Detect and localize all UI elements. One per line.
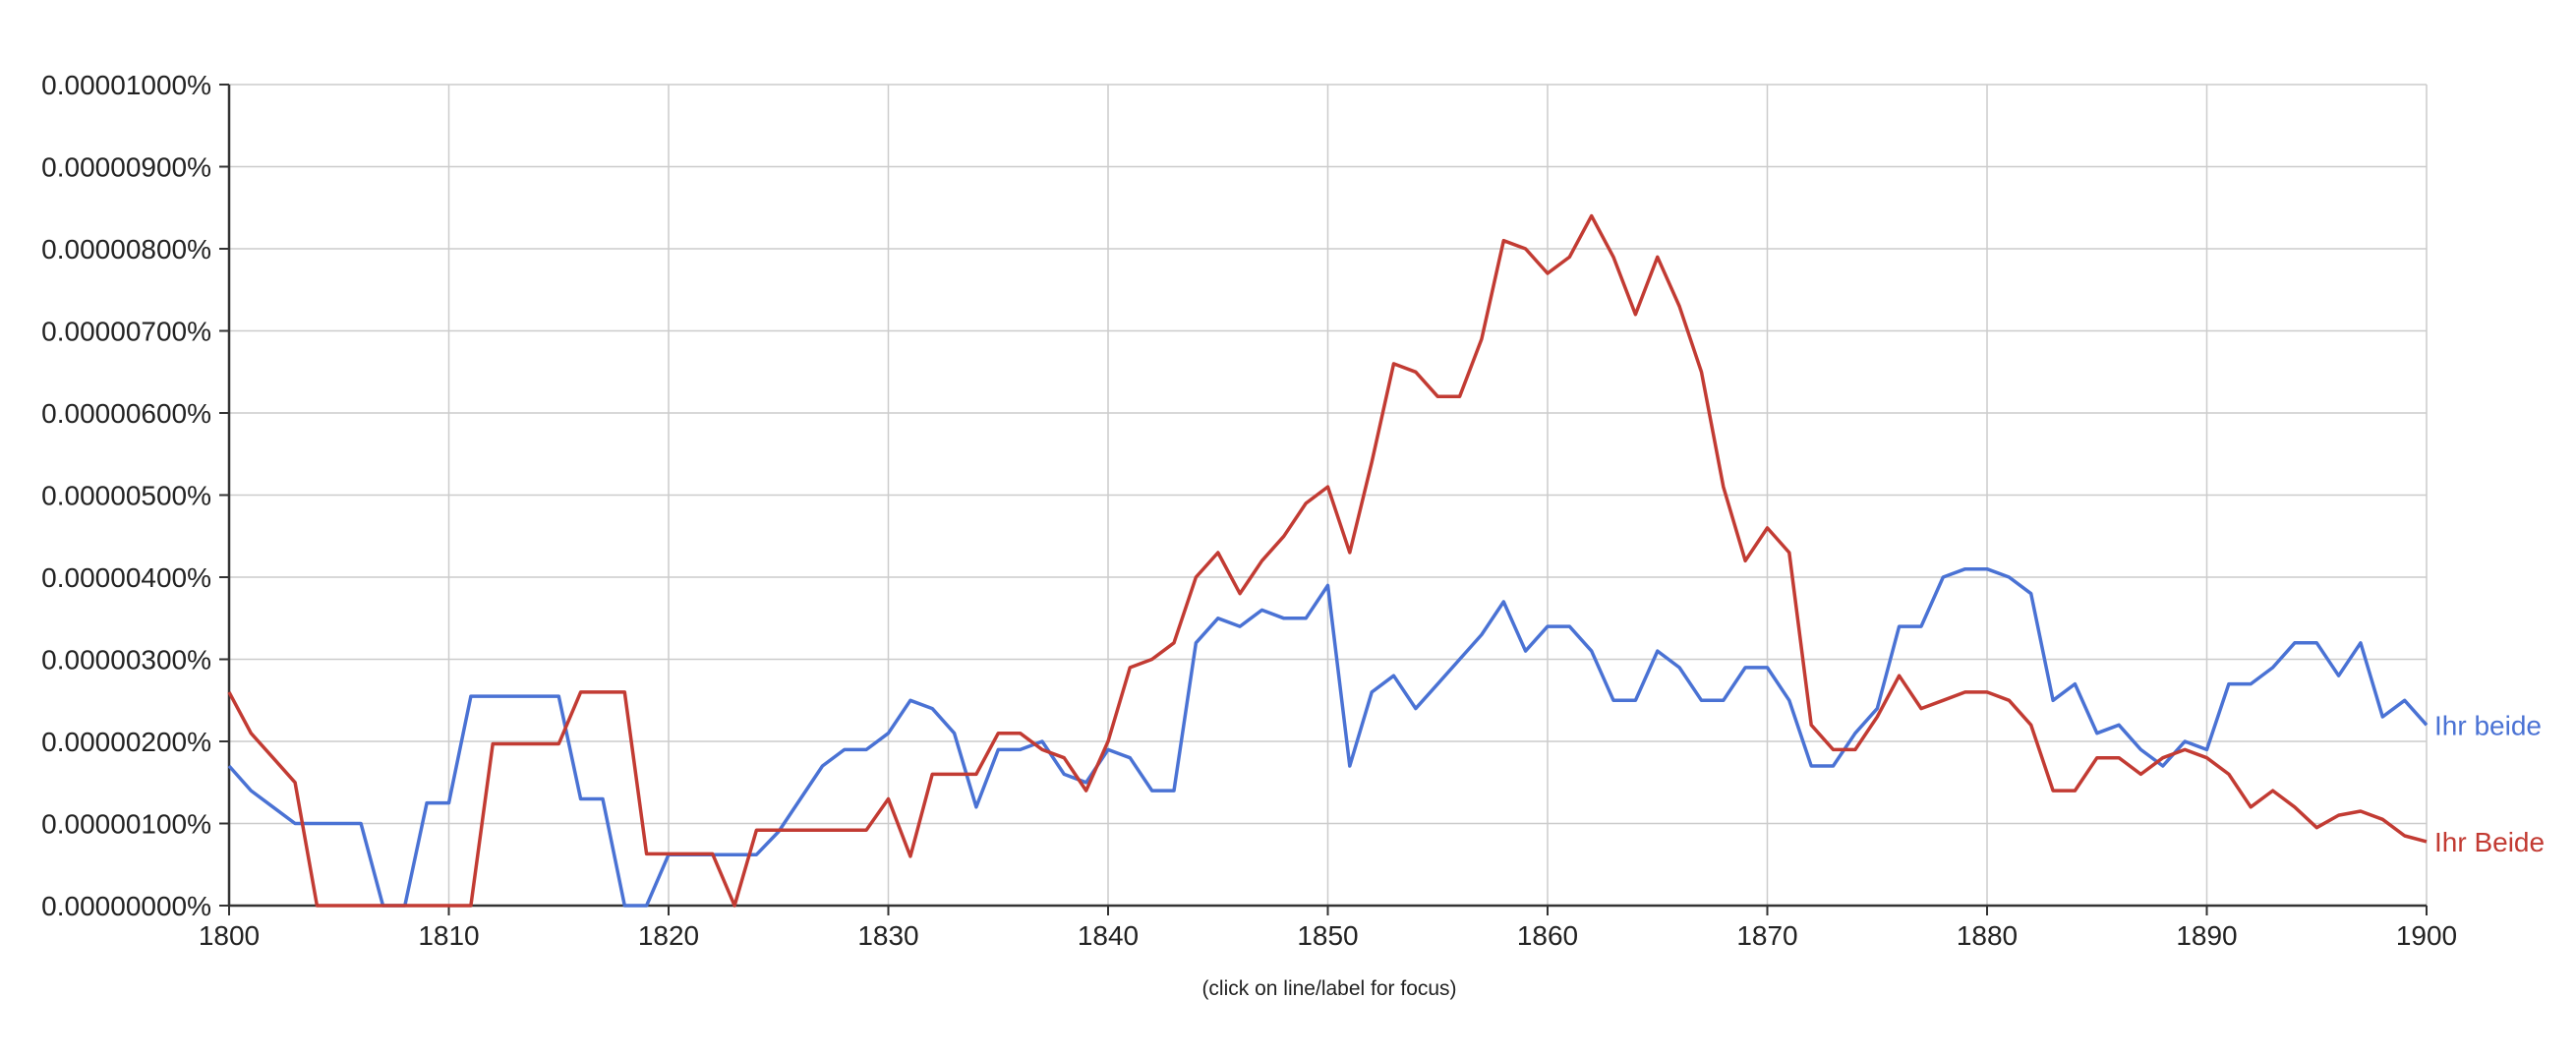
x-tick-label: 1900 [2396, 920, 2457, 951]
y-tick-label: 0.00000200% [41, 727, 211, 757]
x-tick-label: 1880 [1957, 920, 2018, 951]
legend-label-ihr-beide[interactable]: Ihr Beide [2434, 827, 2545, 857]
x-tick-label: 1840 [1078, 920, 1139, 951]
series-line-ihr-beide[interactable] [227, 566, 2429, 908]
series-line-ihr-beide[interactable] [227, 213, 2428, 908]
y-axis: 0.00000000% 0.00000100% 0.00000200% 0.00000… [41, 70, 231, 921]
x-tick-label: 1890 [2176, 920, 2237, 951]
legend-label-ihr-beide[interactable]: Ihr beide [2434, 710, 2542, 740]
focus-hint-note: (click on line/label for focus) [1201, 977, 1456, 1000]
y-tick-label: 0.00001000% [41, 70, 211, 100]
y-tick-label: 0.00000100% [41, 809, 211, 840]
x-tick-label: 1830 [857, 920, 918, 951]
y-tick-label: 0.00000700% [41, 317, 211, 347]
x-tick-label: 1860 [1517, 920, 1578, 951]
y-tick-label: 0.00000400% [41, 562, 211, 593]
x-tick-label: 1820 [638, 920, 699, 951]
y-tick-label: 0.00000600% [41, 398, 211, 429]
x-tick-label: 1810 [418, 920, 479, 951]
grid-lines [229, 84, 2428, 906]
y-tick-label: 0.00000500% [41, 481, 211, 511]
x-tick-label: 1850 [1297, 920, 1358, 951]
y-tick-label: 0.00000000% [41, 891, 211, 921]
x-tick-label: 1800 [199, 920, 260, 951]
series-lines [227, 213, 2429, 908]
legend: Ihr beide Ihr Beide [2434, 710, 2545, 857]
y-tick-label: 0.00000800% [41, 234, 211, 264]
y-tick-label: 0.00000900% [41, 152, 211, 183]
y-tick-label: 0.00000300% [41, 645, 211, 676]
x-axis: 1800 1810 1820 1830 1840 1850 1860 1870 1880 1890… [199, 904, 2457, 951]
x-tick-label: 1870 [1736, 920, 1797, 951]
